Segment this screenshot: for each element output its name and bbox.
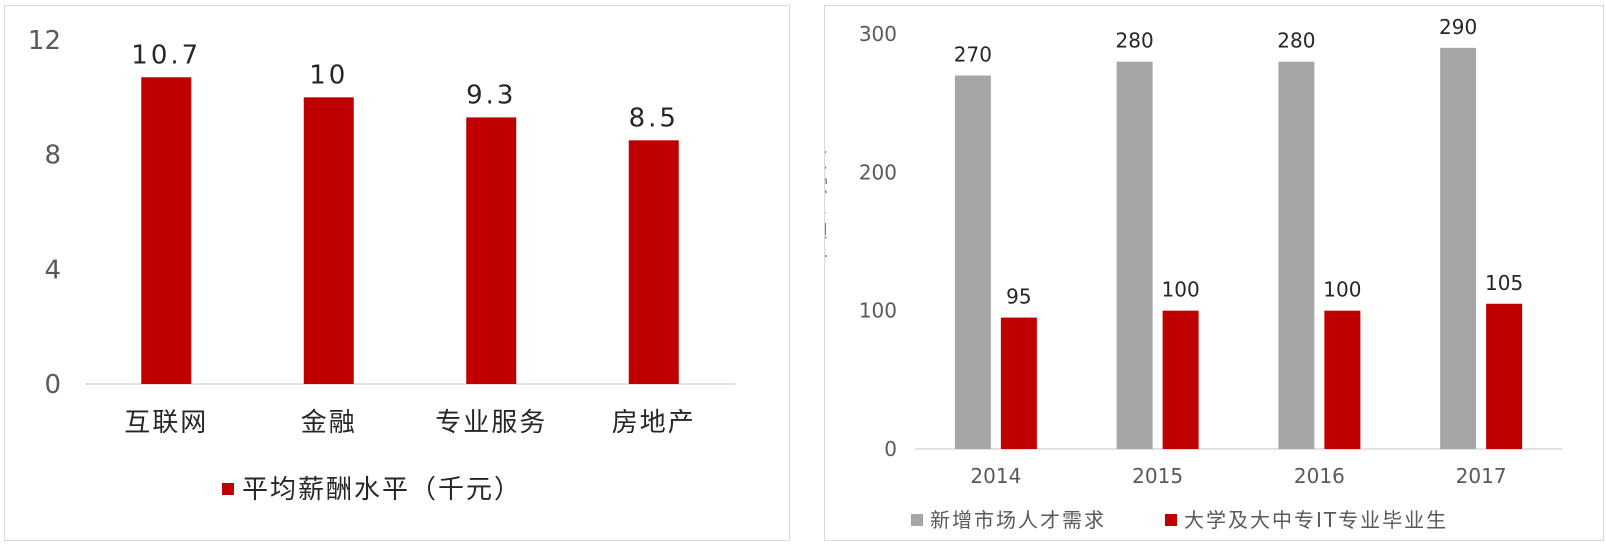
x-tick-label: 房地产 xyxy=(612,408,696,438)
y-tick-label: 300 xyxy=(859,22,897,46)
salary-bar xyxy=(628,140,679,384)
salary-bar xyxy=(141,77,192,385)
y-tick-label: 0 xyxy=(884,437,897,461)
legend-label-demand: 新增市场人才需求 xyxy=(930,508,1106,532)
legend-swatch-graduates xyxy=(1165,514,1177,526)
legend-swatch xyxy=(222,483,234,495)
bar-value-label: 280 xyxy=(1116,29,1154,53)
talent-chart-panel: 0 100 200 300 单位：万人 270 95 2014 280 100 2015 280 100… xyxy=(824,5,1604,541)
bar-value-label: 10.7 xyxy=(131,40,201,70)
x-tick-label: 2016 xyxy=(1294,464,1345,488)
x-tick-label: 金融 xyxy=(301,408,357,438)
y-tick-label: 200 xyxy=(859,160,897,184)
y-tick-label: 12 xyxy=(28,26,61,56)
bar-value-label: 9.3 xyxy=(466,80,516,110)
bar-value-label: 290 xyxy=(1439,15,1477,39)
bar-value-label: 270 xyxy=(954,43,992,67)
graduates-bar xyxy=(1162,310,1199,449)
bar-value-label: 280 xyxy=(1277,29,1315,53)
graduates-bar xyxy=(1324,310,1361,449)
x-tick-label: 2014 xyxy=(970,464,1021,488)
y-tick-label: 100 xyxy=(859,299,897,323)
x-tick-label: 专业服务 xyxy=(435,408,547,438)
demand-bar xyxy=(1278,61,1315,450)
bar-value-label: 8.5 xyxy=(629,103,679,133)
legend-label: 平均薪酬水平（千元） xyxy=(242,475,522,505)
salary-bar xyxy=(303,97,354,384)
bar-value-label: 10 xyxy=(309,60,348,90)
salary-chart-panel: 0 4 8 12 10.7 互联网 10 金融 9.3 专业服务 8.5 房地产平均薪酬水平（千元） xyxy=(4,5,790,541)
bar-value-label: 105 xyxy=(1485,271,1523,295)
bar-value-label: 95 xyxy=(1006,285,1031,309)
y-tick-label: 4 xyxy=(44,255,61,285)
legend-swatch-demand xyxy=(911,514,923,526)
y-tick-label: 8 xyxy=(44,141,61,171)
legend-label-graduates: 大学及大中专IT专业毕业生 xyxy=(1184,508,1448,532)
graduates-bar xyxy=(1486,303,1523,449)
graduates-bar xyxy=(1000,317,1037,449)
talent-bar-chart: 0 100 200 300 单位：万人 270 95 2014 280 100 2015 280 100… xyxy=(825,15,1562,532)
bar-value-label: 100 xyxy=(1323,278,1361,302)
x-tick-label: 互联网 xyxy=(124,408,208,438)
demand-bar xyxy=(954,75,991,449)
demand-bar xyxy=(1116,61,1153,450)
y-tick-label: 0 xyxy=(44,370,61,400)
demand-bar xyxy=(1440,47,1477,449)
salary-bar xyxy=(466,117,517,385)
y-axis-title: 单位：万人 xyxy=(825,146,830,266)
bar-value-label: 100 xyxy=(1162,278,1200,302)
x-tick-label: 2017 xyxy=(1456,464,1507,488)
x-tick-label: 2015 xyxy=(1132,464,1183,488)
